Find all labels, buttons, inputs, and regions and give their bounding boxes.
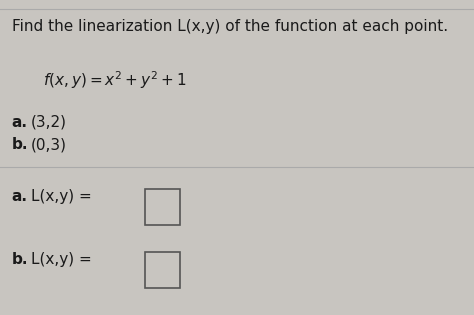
- FancyBboxPatch shape: [145, 252, 180, 288]
- FancyBboxPatch shape: [145, 189, 180, 225]
- Text: Find the linearization L(x,y) of the function at each point.: Find the linearization L(x,y) of the fun…: [12, 19, 448, 34]
- Text: L(x,y) =: L(x,y) =: [31, 252, 91, 267]
- Text: b.: b.: [12, 252, 28, 267]
- Text: (3,2): (3,2): [31, 115, 67, 130]
- Text: (0,3): (0,3): [31, 137, 67, 152]
- Text: a.: a.: [12, 115, 28, 130]
- Text: $f(x,y) = x^2 + y^2 + 1$: $f(x,y) = x^2 + y^2 + 1$: [43, 69, 186, 91]
- Text: b.: b.: [12, 137, 28, 152]
- Text: L(x,y) =: L(x,y) =: [31, 189, 91, 204]
- Text: a.: a.: [12, 189, 28, 204]
